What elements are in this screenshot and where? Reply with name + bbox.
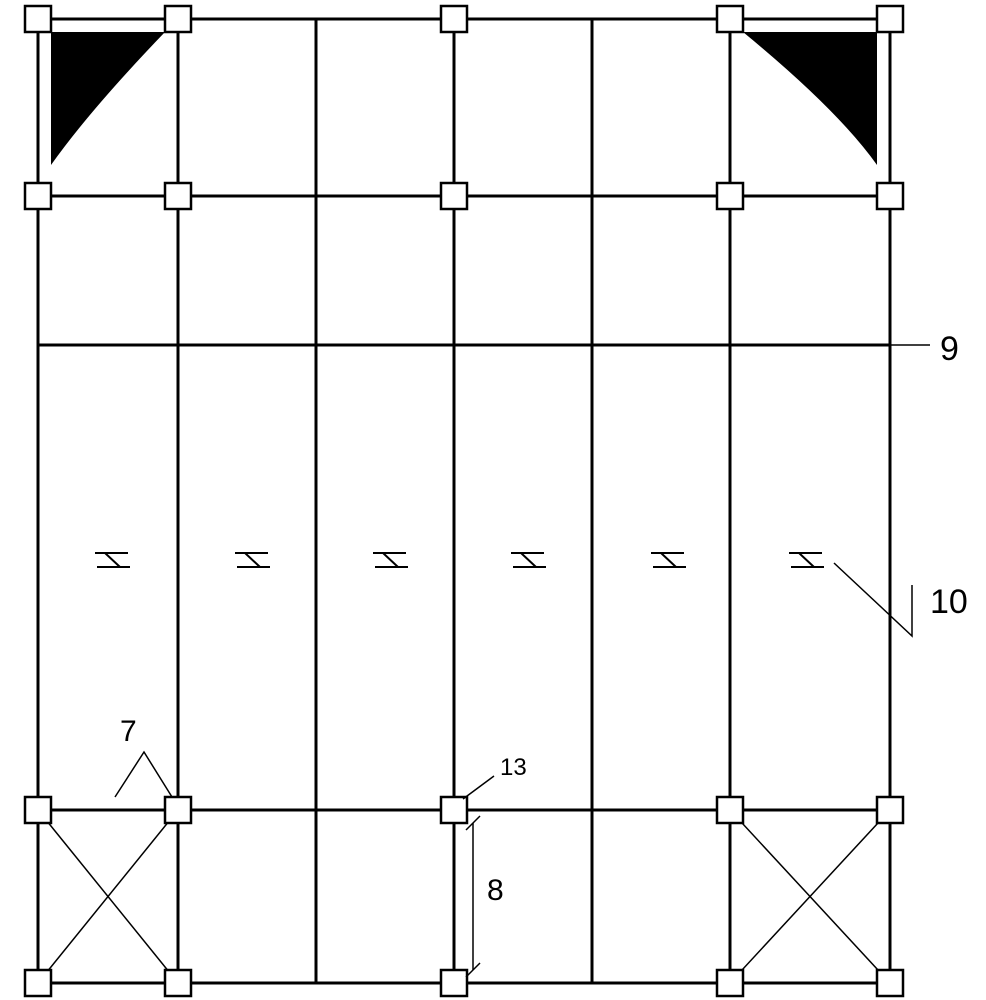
label-9: 9 (940, 330, 959, 369)
label-7: 7 (120, 715, 137, 749)
diagram-svg (0, 0, 986, 1000)
diagram-canvas: 7 8 9 10 13 (0, 0, 986, 1000)
label-8: 8 (487, 874, 504, 908)
label-10: 10 (930, 583, 968, 622)
label-13: 13 (500, 754, 527, 782)
